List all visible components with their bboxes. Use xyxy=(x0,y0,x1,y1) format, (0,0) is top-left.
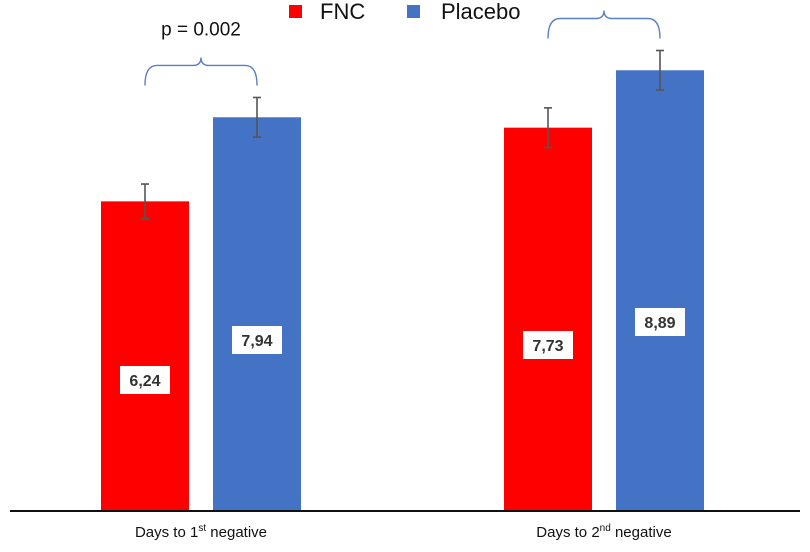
category-label-main: Days to 2 xyxy=(536,524,599,541)
legend-swatch-fnc xyxy=(289,5,302,18)
data-label-box xyxy=(232,326,282,354)
significance-bracket-1 xyxy=(144,57,258,86)
data-label-box xyxy=(120,366,170,394)
error-bar-placebo-2 xyxy=(656,49,664,91)
category-label-superscript: nd xyxy=(600,523,611,534)
labels-layer: 6,24 7,94 p = 0.002 Days to 1st negative 7,7… xyxy=(120,10,685,541)
category-label-1: Days to 1st negative xyxy=(135,523,267,541)
error-bar-placebo-1 xyxy=(253,96,261,138)
significance-bracket-2 xyxy=(547,10,661,39)
data-label-placebo-2: 8,89 xyxy=(635,308,685,336)
category-label-2: Days to 2nd negative xyxy=(536,523,671,541)
category-label-rest: negative xyxy=(206,524,267,541)
legend-label-fnc: FNC xyxy=(320,0,365,24)
category-label-main: Days to 1 xyxy=(135,524,198,541)
data-label-placebo-1: 7,94 xyxy=(232,326,282,354)
bar-fnc-1 xyxy=(101,201,189,510)
category-label-superscript: st xyxy=(198,523,206,534)
data-label-box xyxy=(635,308,685,336)
bar-placebo-2 xyxy=(616,70,704,510)
data-label-text: 6,24 xyxy=(129,373,160,390)
legend-label-placebo: Placebo xyxy=(441,0,521,24)
data-label-text: 7,94 xyxy=(241,333,272,350)
data-label-text: 7,73 xyxy=(532,338,563,355)
error-bar-fnc-1 xyxy=(141,183,149,220)
p-value-label-1: p = 0.002 xyxy=(161,19,241,40)
error-bar-fnc-2 xyxy=(544,107,552,149)
data-label-fnc-1: 6,24 xyxy=(120,366,170,394)
bar-placebo-1 xyxy=(213,117,301,511)
legend: FNC Placebo xyxy=(289,0,521,24)
data-label-box xyxy=(523,331,573,359)
legend-swatch-placebo xyxy=(407,5,420,18)
bars-layer xyxy=(101,49,704,511)
category-label-rest: negative xyxy=(611,524,672,541)
data-label-text: 8,89 xyxy=(644,315,675,332)
data-label-fnc-2: 7,73 xyxy=(523,331,573,359)
bar-fnc-2 xyxy=(504,127,592,510)
